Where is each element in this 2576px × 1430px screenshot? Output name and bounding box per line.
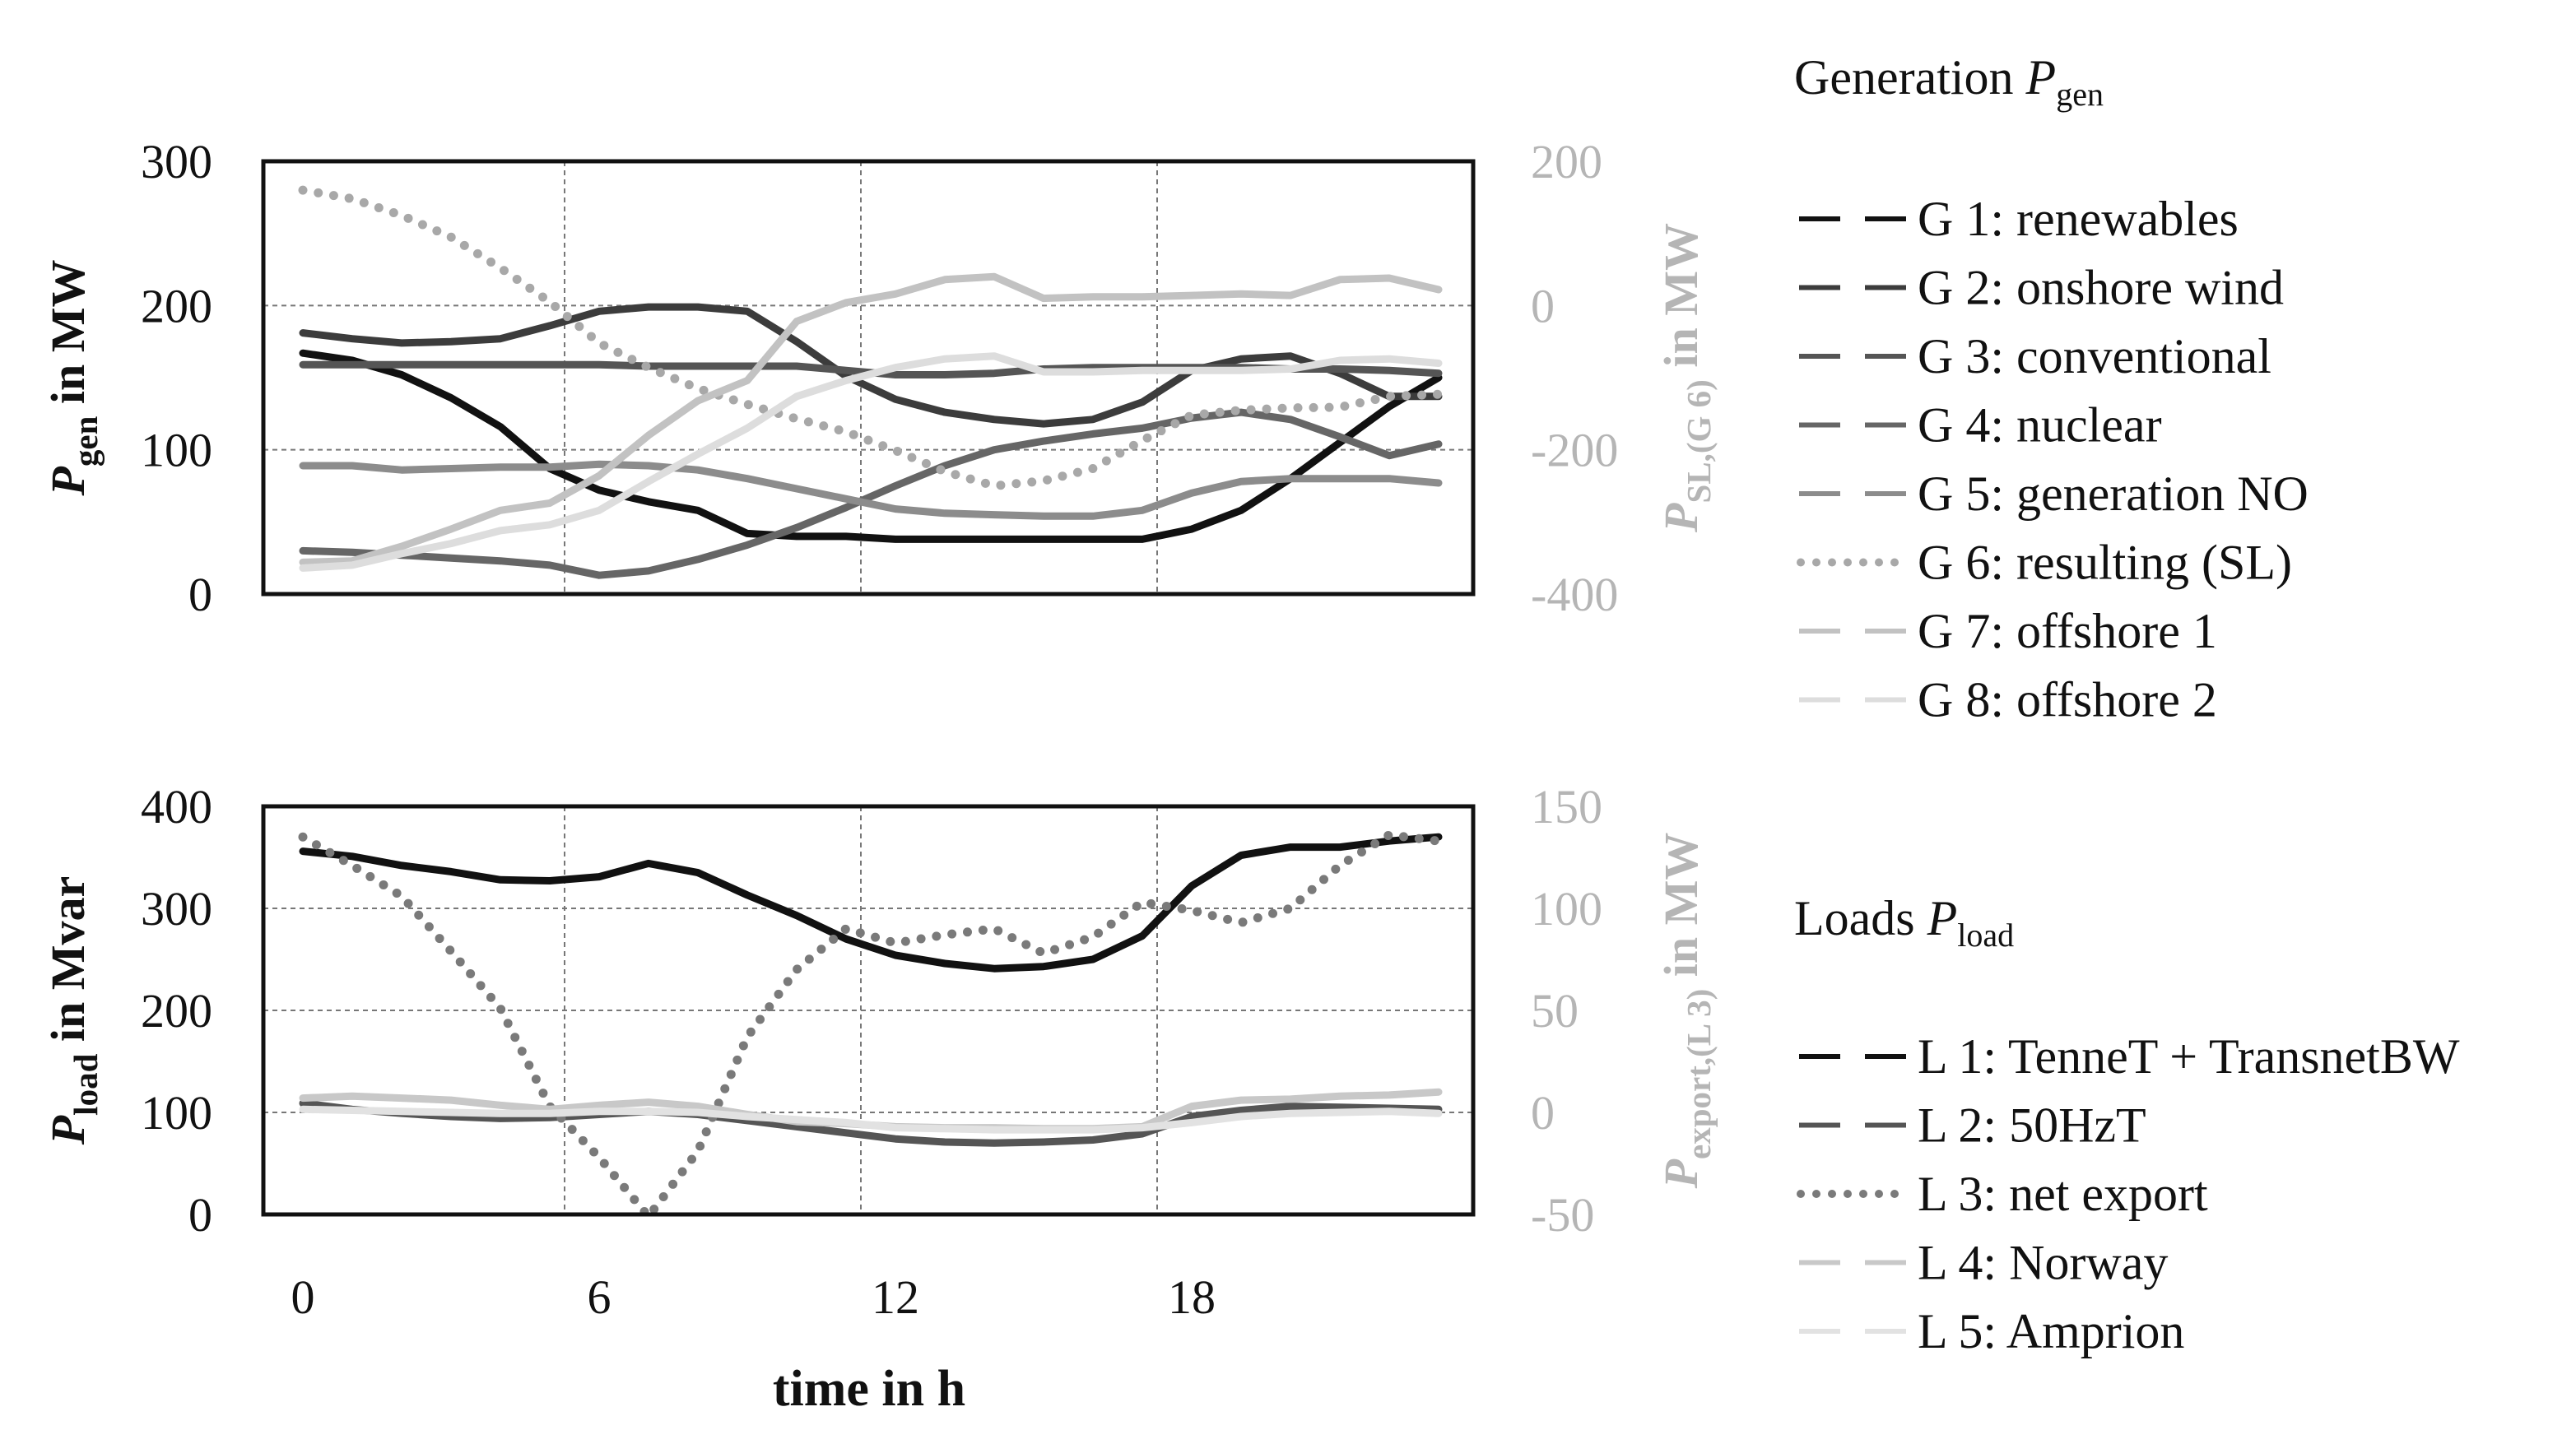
- x-tick-label: 6: [588, 1270, 611, 1324]
- legend-label: G 1: renewables: [1918, 192, 2239, 246]
- legend-title-generation-text: Generation: [1794, 50, 2026, 104]
- y2-tick-label: 50: [1531, 984, 1579, 1038]
- y-tick-label: 0: [188, 568, 212, 621]
- series-line: [299, 272, 1443, 566]
- series-line: [299, 1105, 1443, 1134]
- y2-tick-label: 150: [1531, 780, 1602, 833]
- series-line: [298, 830, 1444, 1221]
- series-line: [298, 185, 1444, 490]
- y2-axis-label-subscript: SL,(G 6): [1680, 379, 1718, 503]
- y2-axis-label: Pexport,(L 3) in MW: [1654, 833, 1718, 1190]
- y-tick-label: 300: [141, 882, 212, 936]
- legend-item: G 1: renewables: [1799, 192, 2239, 246]
- legend-item: G 8: offshore 2: [1799, 673, 2217, 727]
- legend-title-generation-symbol: P: [2025, 50, 2057, 104]
- y-tick-label: 100: [141, 424, 212, 477]
- y-tick-label: 0: [188, 1188, 212, 1242]
- series-line: [299, 1099, 1443, 1147]
- legend-loads: L 1: TenneT + TransnetBW L 2: 50HzT L 3: n…: [1797, 1029, 2460, 1358]
- plot-frame: [261, 804, 1476, 1217]
- y-axis-label: Pload in Mvar: [41, 876, 105, 1146]
- legend-item: L 5: Amprion: [1799, 1304, 2184, 1358]
- y2-tick-label: 0: [1531, 279, 1555, 332]
- legend-label: G 6: resulting (SL): [1918, 536, 2292, 590]
- y2-axis-label-unit: in MW: [1654, 833, 1708, 989]
- series-line: [299, 352, 1443, 572]
- legend-title-loads: Loads Pload: [1794, 891, 2014, 954]
- x-tick-label: 12: [872, 1270, 919, 1324]
- y-axis-label: Pgen in MW: [41, 259, 105, 496]
- y2-tick-label: 200: [1531, 135, 1602, 188]
- legend-title-loads-text: Loads: [1794, 891, 1927, 945]
- legend-item: G 5: generation NO: [1799, 467, 2309, 521]
- plot-frame: [261, 159, 1476, 597]
- y-axis-label-symbol: P: [41, 1115, 95, 1145]
- y-tick-label: 200: [141, 984, 212, 1038]
- y-axis-label-symbol: P: [41, 467, 95, 497]
- x-tick-label: 0: [291, 1270, 315, 1324]
- legend-label: G 3: conventional: [1918, 329, 2271, 383]
- y2-tick-label: 0: [1531, 1086, 1555, 1140]
- legend-label: L 5: Amprion: [1918, 1304, 2184, 1358]
- legend-title-generation: Generation Pgen: [1794, 50, 2104, 113]
- legend-label: G 2: onshore wind: [1918, 261, 2284, 315]
- y2-axis-label-unit: in MW: [1654, 223, 1708, 379]
- legend-label: L 3: net export: [1918, 1167, 2208, 1221]
- legend-item: L 4: Norway: [1799, 1236, 2168, 1290]
- legend-label: G 8: offshore 2: [1918, 673, 2217, 727]
- y2-axis-label-symbol: P: [1654, 1158, 1708, 1189]
- legend-item: L 3: net export: [1797, 1167, 2208, 1221]
- legend-label: L 2: 50HzT: [1918, 1098, 2146, 1153]
- y-axis-label-unit: in Mvar: [41, 876, 95, 1054]
- legend-item: G 2: onshore wind: [1799, 261, 2284, 315]
- legend-title-generation-subscript: gen: [2056, 76, 2104, 113]
- y-tick-label: 300: [141, 135, 212, 188]
- y2-axis-label: PSL,(G 6) in MW: [1654, 223, 1718, 533]
- legend-label: G 4: nuclear: [1918, 398, 2162, 453]
- legend-title-loads-symbol: P: [1927, 891, 1958, 945]
- legend-label: L 4: Norway: [1918, 1236, 2168, 1290]
- legend-label: G 7: offshore 1: [1918, 604, 2217, 658]
- x-tick-label: 18: [1168, 1270, 1216, 1324]
- legend-item: G 4: nuclear: [1799, 398, 2162, 453]
- y-axis-label-subscript: load: [67, 1053, 105, 1115]
- y-tick-label: 100: [141, 1086, 212, 1140]
- y2-tick-label: -400: [1531, 568, 1618, 621]
- legend-item: L 2: 50HzT: [1799, 1098, 2146, 1153]
- series-line: [299, 303, 1443, 428]
- y2-tick-label: 100: [1531, 882, 1602, 936]
- y2-axis-label-symbol: P: [1654, 503, 1708, 533]
- series-line: [299, 349, 1443, 543]
- y2-axis-label-subscript: export,(L 3): [1680, 989, 1718, 1159]
- legend-item: L 1: TenneT + TransnetBW: [1799, 1029, 2460, 1084]
- y2-tick-label: -200: [1531, 424, 1618, 477]
- y-tick-label: 200: [141, 279, 212, 332]
- legend-item: G 7: offshore 1: [1799, 604, 2217, 658]
- legend-label: G 5: generation NO: [1918, 467, 2309, 521]
- legend-label: L 1: TenneT + TransnetBW: [1918, 1029, 2460, 1084]
- y-axis-label-unit: in MW: [41, 259, 95, 416]
- legend-generation: G 1: renewables G 2: onshore wind G 3: con…: [1797, 192, 2309, 727]
- x-axis-label: time in h: [773, 1361, 965, 1417]
- legend-item: G 6: resulting (SL): [1797, 536, 2292, 590]
- series-line: [299, 833, 1443, 973]
- y-axis-label-subscript: gen: [67, 416, 105, 467]
- y-tick-label: 400: [141, 780, 212, 833]
- legend-title-loads-subscript: load: [1957, 917, 2014, 954]
- legend-item: G 3: conventional: [1799, 329, 2271, 383]
- y2-tick-label: -50: [1531, 1188, 1594, 1242]
- series-line: [299, 460, 1443, 520]
